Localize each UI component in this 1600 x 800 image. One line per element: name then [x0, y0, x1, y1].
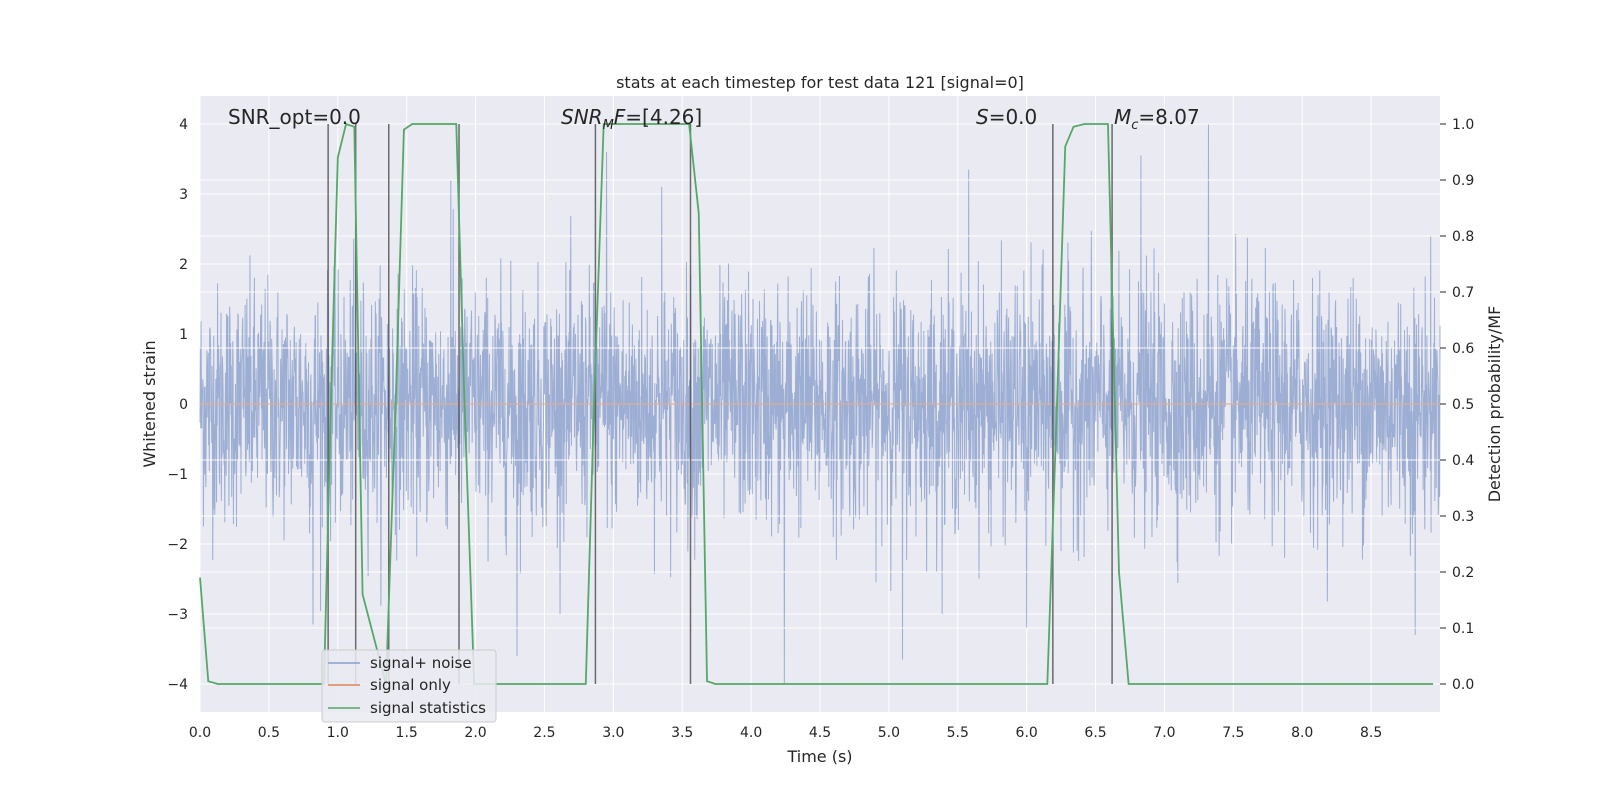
y-tick-label: −2 [167, 537, 188, 553]
y2-tick-label: 0.4 [1452, 453, 1474, 469]
annotation-snr-mf-rest-italic: F [614, 105, 626, 129]
x-tick-label: 6.5 [1084, 725, 1106, 741]
x-tick-label: 3.5 [671, 725, 693, 741]
x-tick-label: 8.5 [1360, 725, 1382, 741]
y-tick-label: −3 [167, 607, 188, 623]
legend-label-signal-noise: signal+ noise [370, 654, 472, 672]
x-tick-label: 5.5 [947, 725, 969, 741]
annotation-s-italic: S [976, 105, 989, 129]
y2-tick-labels: 1.0 0.9 0.8 0.7 0.6 0.5 0.4 0.3 0.2 0.1 0.0 [1440, 117, 1474, 693]
annotation-mc-sub: c [1131, 118, 1138, 133]
y2-tick-label: 0.7 [1452, 285, 1474, 301]
chart-title: stats at each timestep for test data 121… [616, 73, 1024, 92]
legend: signal+ noise signal only signal statist… [321, 649, 497, 723]
legend-box [321, 649, 497, 723]
x-tick-label: 4.0 [740, 725, 762, 741]
x-tick-label: 4.5 [809, 725, 831, 741]
y-tick-label: 3 [179, 187, 188, 203]
annotation-mc-main: M [1114, 105, 1131, 129]
x-tick-label: 7.5 [1222, 725, 1244, 741]
annotation-snr-opt: SNR_opt=0.0 [228, 105, 361, 129]
x-axis-label: Time (s) [786, 747, 852, 766]
x-tick-label: 2.5 [533, 725, 555, 741]
legend-label-signal-only: signal only [370, 676, 451, 694]
legend-label-signal-statistics: signal statistics [370, 699, 486, 717]
y2-tick-label: 0.0 [1452, 677, 1474, 693]
series-line-signal-statistics [199, 122, 1434, 685]
series-line-signal-noise [199, 123, 1441, 685]
y2-axis-label: Detection probability/MF [1485, 306, 1504, 503]
annotation-s-rest: =0.0 [989, 105, 1038, 129]
y2-tick-label: 0.8 [1452, 229, 1474, 245]
x-tick-label: 5.0 [878, 725, 900, 741]
y-tick-label: −4 [167, 677, 188, 693]
series-signal-statistics [199, 122, 1434, 685]
annotation-snr-mf: SNRMF=[4.26] [561, 105, 702, 133]
x-tick-label: 1.5 [396, 725, 418, 741]
y-tick-label: 4 [179, 117, 188, 133]
annotation-snr-mf-rest: =[4.26] [625, 105, 702, 129]
y-tick-label: −1 [167, 467, 188, 483]
x-tick-label: 0.5 [258, 725, 280, 741]
y2-tick-label: 0.6 [1452, 341, 1474, 357]
x-tick-label: 1.0 [327, 725, 349, 741]
y-tick-label: 2 [179, 257, 188, 273]
y2-tick-label: 0.9 [1452, 173, 1474, 189]
y2-tick-label: 0.3 [1452, 509, 1474, 525]
annotation-mc-rest: =8.07 [1138, 105, 1199, 129]
y2-tick-label: 0.1 [1452, 621, 1474, 637]
annotation-s: S=0.0 [976, 105, 1037, 129]
y2-tick-label: 1.0 [1452, 117, 1474, 133]
annotation-mc: Mc=8.07 [1114, 105, 1200, 133]
x-tick-label: 8.0 [1291, 725, 1313, 741]
x-tick-label: 3.0 [602, 725, 624, 741]
x-tick-label: 6.0 [1016, 725, 1038, 741]
y-tick-label: 1 [179, 327, 188, 343]
y2-tick-label: 0.5 [1452, 397, 1474, 413]
annotation-snr-mf-sub: M [603, 118, 614, 133]
x-tick-label: 2.0 [464, 725, 486, 741]
x-tick-label: 0.0 [189, 725, 211, 741]
x-tick-label: 7.0 [1153, 725, 1175, 741]
y-axis-label: Whitened strain [140, 340, 159, 467]
series-signal-noise [199, 123, 1441, 685]
y2-tick-label: 0.2 [1452, 565, 1474, 581]
y-tick-label: 0 [179, 397, 188, 413]
x-tick-labels: 0.0 0.5 1.0 1.5 2.0 2.5 3.0 3.5 4.0 4.5 5.0 5.5 6.0 6… [189, 725, 1382, 741]
y-tick-labels: 4 3 2 1 0 −1 −2 −3 −4 [167, 117, 188, 693]
annotation-snr-mf-main: SNR [561, 105, 603, 129]
